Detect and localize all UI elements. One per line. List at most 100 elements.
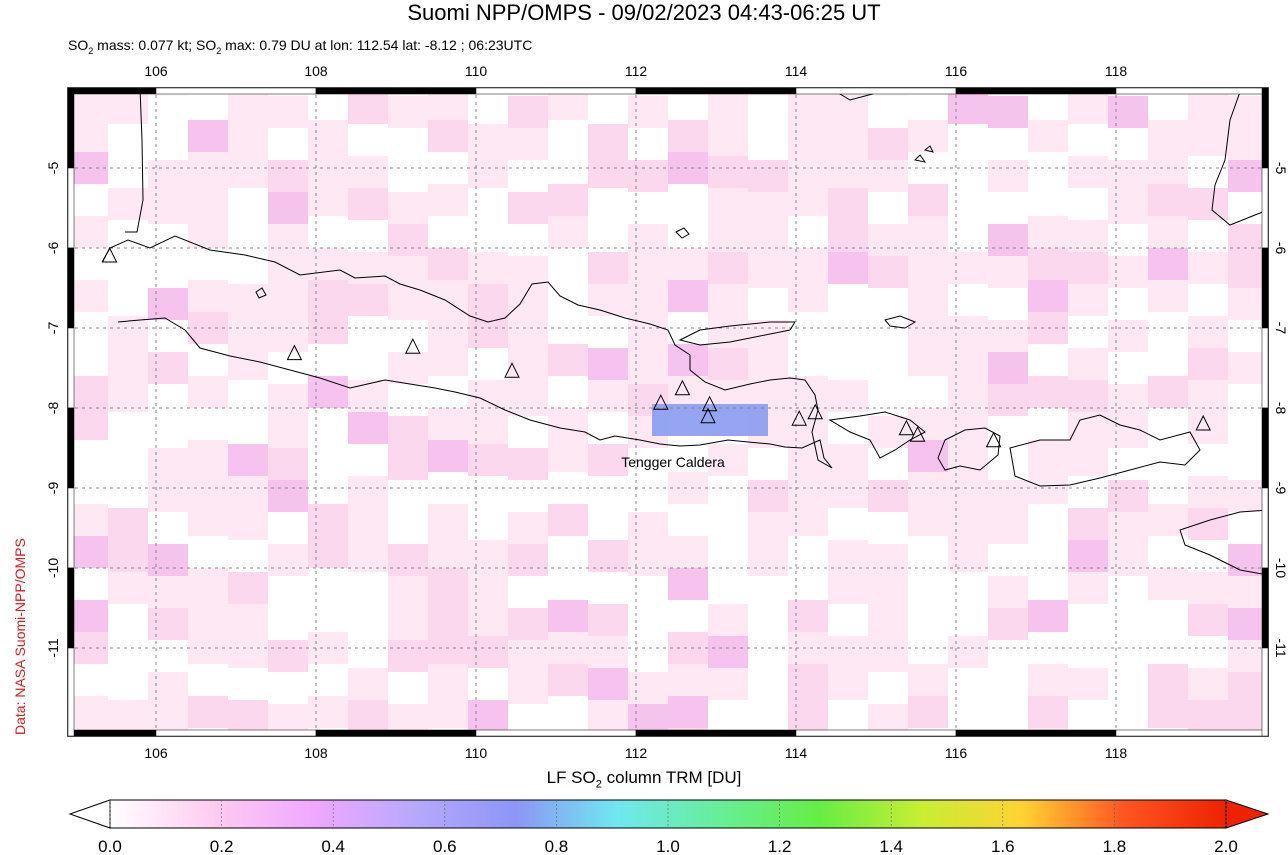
lon-tick-label: 112 [625,63,648,79]
background-cell [388,640,428,672]
background-cell [188,120,228,152]
background-cell [388,160,428,192]
frame-bar [315,87,477,95]
subtitle-subscript-2: 2 [216,45,222,56]
background-cell [148,672,188,704]
background-cell [1228,96,1268,128]
background-cell [68,504,108,536]
colorbar-title: LF SO2 column TRM [DU] [0,768,1288,790]
background-cell [908,632,948,664]
background-cell [708,732,748,736]
background-cell [948,284,988,316]
background-cell [948,636,988,668]
background-cell [108,220,148,252]
background-cell [708,252,748,284]
background-cell [1108,192,1148,224]
background-cell [1108,512,1148,544]
background-cell [468,188,508,220]
background-cell [868,416,908,448]
background-cell [268,256,308,288]
background-cell [68,664,108,696]
background-cell [1228,544,1268,576]
background-cell [788,248,828,280]
map-frame [67,87,1269,737]
background-cell [748,608,788,640]
background-cell [348,380,388,412]
sumatra-coast [125,88,144,233]
background-cell [1108,640,1148,672]
frame-bar [1261,167,1269,249]
background-cell [868,256,908,288]
background-cell [308,504,348,536]
background-cell [788,280,828,312]
background-cell [708,348,748,380]
background-cell [1188,700,1228,732]
background-cell [748,192,788,224]
background-cell [1108,608,1148,640]
lat-tick-label: -11 [45,638,61,657]
background-cell [508,128,548,160]
background-cell [1068,604,1108,636]
background-cell [1148,248,1188,280]
background-cell [788,504,828,536]
background-cell [708,700,748,732]
frame-bar [315,729,477,737]
so2-plume-cell [652,404,768,436]
background-cell [468,316,508,348]
frame-bar [67,247,75,329]
background-cell [1228,576,1268,608]
background-cell [828,604,868,636]
background-cell [868,320,908,352]
background-cell [628,256,668,288]
background-cell [788,184,828,216]
background-cell [948,220,988,252]
background-cell [988,512,1028,544]
background-cell [1188,124,1228,156]
background-cell [748,672,788,704]
lat-tick-label: -5 [45,162,61,175]
frame-bar [155,729,317,737]
background-cell [588,124,628,156]
background-cell [668,664,708,696]
background-cell [1108,320,1148,352]
background-cell [908,152,948,184]
background-cell [948,124,988,156]
background-cell [788,312,828,344]
background-cell [108,348,148,380]
background-cell [708,604,748,636]
background-cell [108,92,148,124]
background-cell [268,128,308,160]
background-cell [1228,416,1268,448]
background-cell [668,280,708,312]
volcano-markers [101,246,1212,448]
background-cell [868,96,908,128]
background-cell [628,224,668,256]
background-cell [1028,376,1068,408]
background-cell [908,376,948,408]
karimunjawa-island [255,287,267,299]
lon-tick-label: 110 [465,745,488,761]
background-cell [548,568,588,600]
background-cell [228,220,268,252]
background-cell [628,352,668,384]
background-cell [1228,352,1268,384]
background-cell [228,700,268,732]
background-cell [948,156,988,188]
background-cell [228,636,268,668]
background-cell [668,600,708,632]
background-cell [188,280,228,312]
background-cell [948,92,988,124]
background-cell [1028,600,1068,632]
background-cell [628,672,668,704]
volcano-triangle-icon [701,395,718,412]
background-cell [548,280,588,312]
background-cell [388,96,428,128]
colorbar-title-subscript: 2 [595,778,602,791]
background-cell [348,252,388,284]
background-cell [828,508,868,540]
background-cell [788,120,828,152]
background-cell [1068,316,1108,348]
background-cell [628,448,668,480]
background-cell [388,736,428,768]
background-cell [148,576,188,608]
